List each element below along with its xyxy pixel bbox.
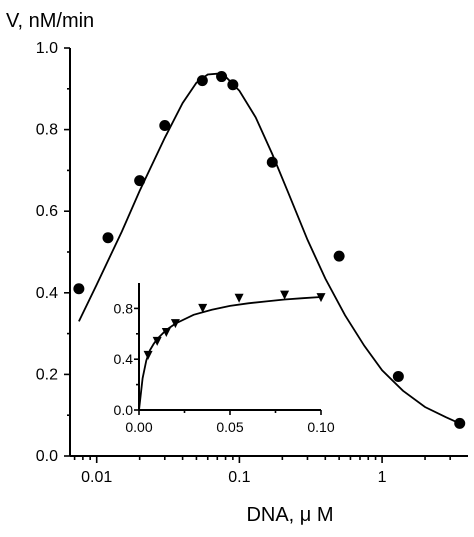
- main-y-tick-label: 0.0: [36, 448, 58, 465]
- x-axis-title: DNA, μ M: [246, 504, 333, 526]
- main-fit-curve: [78, 72, 461, 425]
- inset-x-tick-label: 0.00: [125, 419, 152, 435]
- main-x-tick-label: 0.01: [81, 469, 112, 486]
- inset-y-tick-label: 0.8: [114, 300, 134, 316]
- main-data-point: [266, 156, 278, 168]
- inset-x-tick-label: 0.10: [307, 419, 334, 435]
- inset-data-point: [234, 293, 244, 303]
- main-data-point: [454, 417, 466, 429]
- main-data-point: [102, 232, 114, 244]
- main-data-point: [159, 120, 171, 132]
- main-data-point: [227, 79, 239, 91]
- main-data-point: [216, 71, 228, 83]
- inset-y-tick-label: 0.4: [114, 351, 134, 367]
- inset-data-point: [152, 336, 162, 346]
- main-data-point: [196, 75, 208, 87]
- inset-data-point: [170, 319, 180, 329]
- inset-data-point: [143, 350, 153, 360]
- main-plot: 0.0 0.2 0.4 0.6 0.8 1.0 0.01 0.1 1: [36, 40, 468, 486]
- inset-data-point: [161, 328, 171, 338]
- inset-data-point: [198, 303, 208, 313]
- main-y-tick-label: 1.0: [36, 40, 58, 57]
- inset-plot: 0.0 0.4 0.8 0.00 0.05 0.10: [114, 283, 335, 435]
- main-y-tick-label: 0.6: [36, 203, 58, 220]
- main-y-tick-label: 0.4: [36, 285, 58, 302]
- inset-data-point: [280, 290, 290, 300]
- main-data-point: [333, 250, 345, 262]
- inset-fit-curve: [138, 296, 322, 411]
- main-data-point: [134, 175, 146, 187]
- main-y-tick-label: 0.8: [36, 122, 58, 139]
- y-axis-title: V, nM/min: [6, 10, 94, 32]
- main-x-tick-label: 1: [378, 469, 387, 486]
- main-data-point: [392, 370, 404, 382]
- main-data-point: [73, 283, 85, 295]
- main-x-tick-label: 0.1: [228, 469, 250, 486]
- inset-y-tick-label: 0.0: [114, 402, 134, 418]
- main-y-tick-label: 0.2: [36, 366, 58, 383]
- inset-data-point: [316, 293, 326, 303]
- inset-x-tick-label: 0.05: [216, 419, 243, 435]
